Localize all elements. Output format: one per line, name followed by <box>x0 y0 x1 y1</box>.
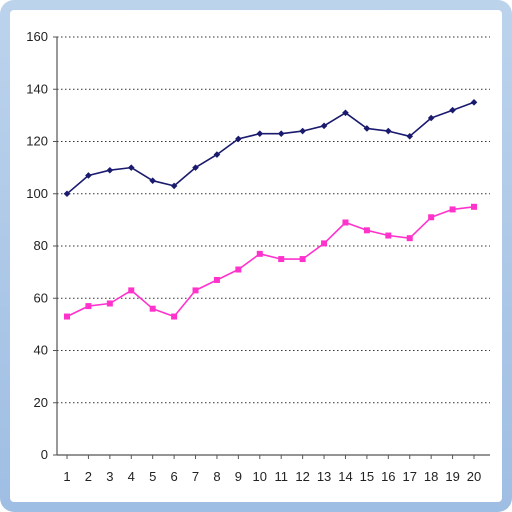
series-2 <box>64 203 477 320</box>
x-tick-label: 3 <box>106 469 113 484</box>
y-tick-label: 80 <box>34 238 48 253</box>
series-1-point <box>85 172 92 179</box>
y-tick-label: 120 <box>26 134 48 149</box>
y-tick-label: 20 <box>34 395 48 410</box>
series-1-point <box>235 135 242 143</box>
x-tick-label: 5 <box>149 469 156 484</box>
y-axis-ticks: 0 20 40 60 80 100 120 140 160 <box>26 29 57 462</box>
x-tick-label: 19 <box>445 469 459 484</box>
series-1-point <box>213 151 221 158</box>
y-tick-label: 60 <box>34 290 48 305</box>
series-1 <box>63 99 478 198</box>
series-1-point <box>449 106 456 114</box>
series-1-point <box>149 177 156 184</box>
y-tick-label: 100 <box>26 186 48 201</box>
series-1-point <box>427 114 435 122</box>
series-2-point <box>256 250 263 257</box>
series-2-line <box>66 206 475 318</box>
series-2-point <box>85 303 92 310</box>
y-tick-label: 140 <box>26 81 48 96</box>
series-2-point <box>449 206 456 213</box>
series-1-point <box>192 164 199 171</box>
series-2-point <box>428 214 435 221</box>
series-2-point <box>106 300 113 307</box>
series-2-point <box>342 219 349 226</box>
x-tick-label: 7 <box>192 469 199 484</box>
y-tick-label: 0 <box>41 447 48 462</box>
series-1-point <box>127 164 135 171</box>
series-1-point <box>256 130 264 137</box>
series-1-point <box>170 182 178 190</box>
grid-lines <box>57 36 490 404</box>
x-tick-label: 11 <box>274 469 288 484</box>
series-2-point <box>471 203 477 210</box>
series-1-point <box>363 125 371 132</box>
series-2-point <box>299 256 306 263</box>
series-2-point <box>171 313 178 320</box>
x-tick-label: 16 <box>381 469 395 484</box>
x-tick-label: 15 <box>360 469 374 484</box>
series-1-point <box>385 127 392 135</box>
series-1-point <box>106 166 114 174</box>
x-tick-label: 8 <box>213 469 220 484</box>
y-tick-label: 160 <box>26 29 48 44</box>
x-tick-label: 17 <box>403 469 417 484</box>
x-tick-label: 12 <box>295 469 309 484</box>
series-1-point <box>320 122 328 130</box>
series-2-point <box>149 305 156 312</box>
series-2-point <box>213 276 220 283</box>
series-1-point <box>299 127 306 135</box>
x-tick-label: 4 <box>128 469 135 484</box>
x-tick-label: 14 <box>338 469 352 484</box>
x-tick-label: 10 <box>253 469 267 484</box>
series-2-point <box>128 287 135 294</box>
series-1-point <box>470 99 478 106</box>
x-tick-label: 18 <box>424 469 438 484</box>
x-tick-label: 2 <box>85 469 92 484</box>
series-2-point <box>235 266 242 273</box>
series-1-point <box>277 130 285 137</box>
series-layer <box>63 99 478 320</box>
series-2-point <box>385 232 392 239</box>
x-tick-label: 13 <box>317 469 331 484</box>
series-1-point <box>406 132 414 140</box>
series-2-point <box>192 287 199 294</box>
x-tick-label: 9 <box>235 469 242 484</box>
series-2-point <box>363 227 370 234</box>
series-2-point <box>278 256 285 263</box>
x-tick-label: 1 <box>63 469 70 484</box>
x-tick-label: 20 <box>467 469 481 484</box>
series-1-point <box>63 190 71 198</box>
series-1-line <box>66 101 475 195</box>
x-axis-ticks: 1 2 3 4 5 6 7 8 9 10 11 12 13 14 15 16 17 18 19 20 <box>63 455 481 484</box>
series-1-point <box>342 109 349 117</box>
series-2-point <box>64 313 70 320</box>
y-tick-label: 40 <box>34 343 48 358</box>
series-2-point <box>406 235 413 242</box>
series-2-point <box>321 240 328 247</box>
x-tick-label: 6 <box>170 469 177 484</box>
